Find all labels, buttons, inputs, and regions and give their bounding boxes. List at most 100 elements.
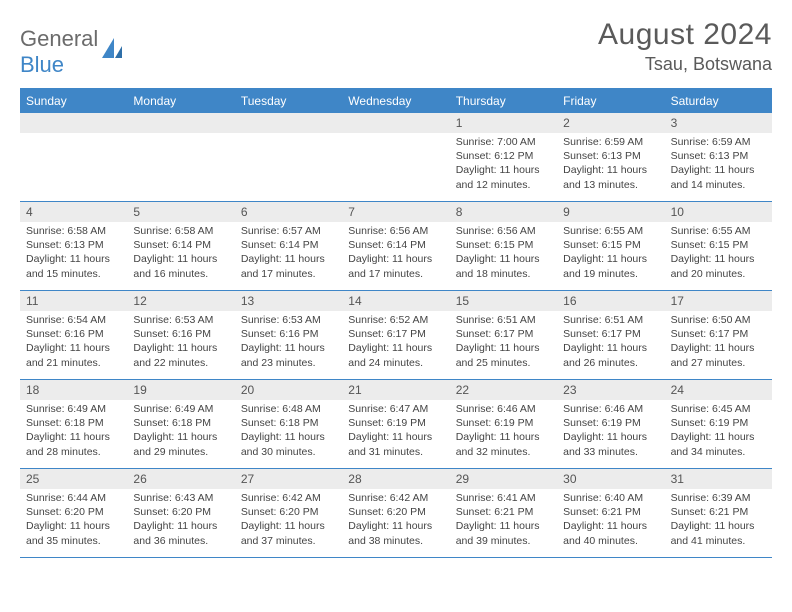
sunset-line: Sunset: 6:20 PM (133, 505, 228, 519)
day-number: 8 (450, 202, 557, 222)
week-row: 1Sunrise: 7:00 AMSunset: 6:12 PMDaylight… (20, 113, 772, 202)
day-number: 30 (557, 469, 664, 489)
day-body: Sunrise: 6:57 AMSunset: 6:14 PMDaylight:… (235, 222, 342, 285)
sunset-line: Sunset: 6:12 PM (456, 149, 551, 163)
day-number (235, 113, 342, 133)
day-body (127, 133, 234, 139)
day-body: Sunrise: 6:53 AMSunset: 6:16 PMDaylight:… (127, 311, 234, 374)
day-number: 16 (557, 291, 664, 311)
sunrise-line: Sunrise: 6:39 AM (671, 491, 766, 505)
day-body: Sunrise: 6:55 AMSunset: 6:15 PMDaylight:… (665, 222, 772, 285)
daylight-line: Daylight: 11 hours and 39 minutes. (456, 519, 551, 547)
daylight-line: Daylight: 11 hours and 32 minutes. (456, 430, 551, 458)
sunrise-line: Sunrise: 6:51 AM (456, 313, 551, 327)
week-row: 4Sunrise: 6:58 AMSunset: 6:13 PMDaylight… (20, 202, 772, 291)
day-number: 22 (450, 380, 557, 400)
day-number: 23 (557, 380, 664, 400)
day-body: Sunrise: 6:45 AMSunset: 6:19 PMDaylight:… (665, 400, 772, 463)
daylight-line: Daylight: 11 hours and 23 minutes. (241, 341, 336, 369)
day-number: 12 (127, 291, 234, 311)
calendar: SundayMondayTuesdayWednesdayThursdayFrid… (20, 88, 772, 558)
sunset-line: Sunset: 6:16 PM (241, 327, 336, 341)
day-body: Sunrise: 6:58 AMSunset: 6:13 PMDaylight:… (20, 222, 127, 285)
sunset-line: Sunset: 6:15 PM (671, 238, 766, 252)
day-body: Sunrise: 6:55 AMSunset: 6:15 PMDaylight:… (557, 222, 664, 285)
day-header: Monday (127, 90, 234, 113)
sunset-line: Sunset: 6:19 PM (671, 416, 766, 430)
month-title: August 2024 (598, 18, 772, 52)
daylight-line: Daylight: 11 hours and 29 minutes. (133, 430, 228, 458)
sunrise-line: Sunrise: 6:55 AM (563, 224, 658, 238)
calendar-cell: 24Sunrise: 6:45 AMSunset: 6:19 PMDayligh… (665, 380, 772, 468)
sunrise-line: Sunrise: 6:48 AM (241, 402, 336, 416)
day-body: Sunrise: 6:46 AMSunset: 6:19 PMDaylight:… (557, 400, 664, 463)
day-body (20, 133, 127, 139)
week-row: 11Sunrise: 6:54 AMSunset: 6:16 PMDayligh… (20, 291, 772, 380)
daylight-line: Daylight: 11 hours and 24 minutes. (348, 341, 443, 369)
daylight-line: Daylight: 11 hours and 17 minutes. (348, 252, 443, 280)
day-number: 9 (557, 202, 664, 222)
calendar-cell: 3Sunrise: 6:59 AMSunset: 6:13 PMDaylight… (665, 113, 772, 201)
sunset-line: Sunset: 6:13 PM (26, 238, 121, 252)
calendar-cell (127, 113, 234, 201)
sunrise-line: Sunrise: 6:54 AM (26, 313, 121, 327)
day-number: 2 (557, 113, 664, 133)
calendar-cell: 18Sunrise: 6:49 AMSunset: 6:18 PMDayligh… (20, 380, 127, 468)
sunrise-line: Sunrise: 6:50 AM (671, 313, 766, 327)
sunrise-line: Sunrise: 6:52 AM (348, 313, 443, 327)
daylight-line: Daylight: 11 hours and 27 minutes. (671, 341, 766, 369)
day-number: 20 (235, 380, 342, 400)
calendar-cell: 13Sunrise: 6:53 AMSunset: 6:16 PMDayligh… (235, 291, 342, 379)
day-number: 14 (342, 291, 449, 311)
day-body: Sunrise: 6:52 AMSunset: 6:17 PMDaylight:… (342, 311, 449, 374)
calendar-cell: 8Sunrise: 6:56 AMSunset: 6:15 PMDaylight… (450, 202, 557, 290)
sunrise-line: Sunrise: 6:42 AM (241, 491, 336, 505)
day-number (20, 113, 127, 133)
location: Tsau, Botswana (598, 54, 772, 75)
sunrise-line: Sunrise: 6:49 AM (133, 402, 228, 416)
sunset-line: Sunset: 6:15 PM (563, 238, 658, 252)
calendar-cell: 12Sunrise: 6:53 AMSunset: 6:16 PMDayligh… (127, 291, 234, 379)
day-body: Sunrise: 6:43 AMSunset: 6:20 PMDaylight:… (127, 489, 234, 552)
calendar-cell: 7Sunrise: 6:56 AMSunset: 6:14 PMDaylight… (342, 202, 449, 290)
sunset-line: Sunset: 6:17 PM (563, 327, 658, 341)
sunset-line: Sunset: 6:18 PM (133, 416, 228, 430)
sunset-line: Sunset: 6:15 PM (456, 238, 551, 252)
calendar-cell: 20Sunrise: 6:48 AMSunset: 6:18 PMDayligh… (235, 380, 342, 468)
daylight-line: Daylight: 11 hours and 18 minutes. (456, 252, 551, 280)
sunset-line: Sunset: 6:17 PM (456, 327, 551, 341)
day-body: Sunrise: 6:46 AMSunset: 6:19 PMDaylight:… (450, 400, 557, 463)
calendar-cell: 5Sunrise: 6:58 AMSunset: 6:14 PMDaylight… (127, 202, 234, 290)
day-number: 10 (665, 202, 772, 222)
calendar-cell (342, 113, 449, 201)
sunrise-line: Sunrise: 6:59 AM (671, 135, 766, 149)
day-number: 21 (342, 380, 449, 400)
sunrise-line: Sunrise: 6:46 AM (563, 402, 658, 416)
calendar-cell: 22Sunrise: 6:46 AMSunset: 6:19 PMDayligh… (450, 380, 557, 468)
daylight-line: Daylight: 11 hours and 35 minutes. (26, 519, 121, 547)
daylight-line: Daylight: 11 hours and 26 minutes. (563, 341, 658, 369)
calendar-cell (235, 113, 342, 201)
day-number: 24 (665, 380, 772, 400)
day-number: 17 (665, 291, 772, 311)
day-body: Sunrise: 6:54 AMSunset: 6:16 PMDaylight:… (20, 311, 127, 374)
day-number: 25 (20, 469, 127, 489)
daylight-line: Daylight: 11 hours and 33 minutes. (563, 430, 658, 458)
day-number: 13 (235, 291, 342, 311)
sunrise-line: Sunrise: 6:41 AM (456, 491, 551, 505)
daylight-line: Daylight: 11 hours and 37 minutes. (241, 519, 336, 547)
sunrise-line: Sunrise: 6:58 AM (26, 224, 121, 238)
daylight-line: Daylight: 11 hours and 28 minutes. (26, 430, 121, 458)
daylight-line: Daylight: 11 hours and 20 minutes. (671, 252, 766, 280)
logo: General Blue (20, 18, 128, 78)
daylight-line: Daylight: 11 hours and 13 minutes. (563, 163, 658, 191)
sunset-line: Sunset: 6:21 PM (563, 505, 658, 519)
logo-word2: Blue (20, 52, 64, 77)
sunrise-line: Sunrise: 6:57 AM (241, 224, 336, 238)
day-number: 18 (20, 380, 127, 400)
day-body: Sunrise: 6:53 AMSunset: 6:16 PMDaylight:… (235, 311, 342, 374)
day-number: 31 (665, 469, 772, 489)
daylight-line: Daylight: 11 hours and 36 minutes. (133, 519, 228, 547)
day-body: Sunrise: 6:51 AMSunset: 6:17 PMDaylight:… (557, 311, 664, 374)
day-number: 6 (235, 202, 342, 222)
